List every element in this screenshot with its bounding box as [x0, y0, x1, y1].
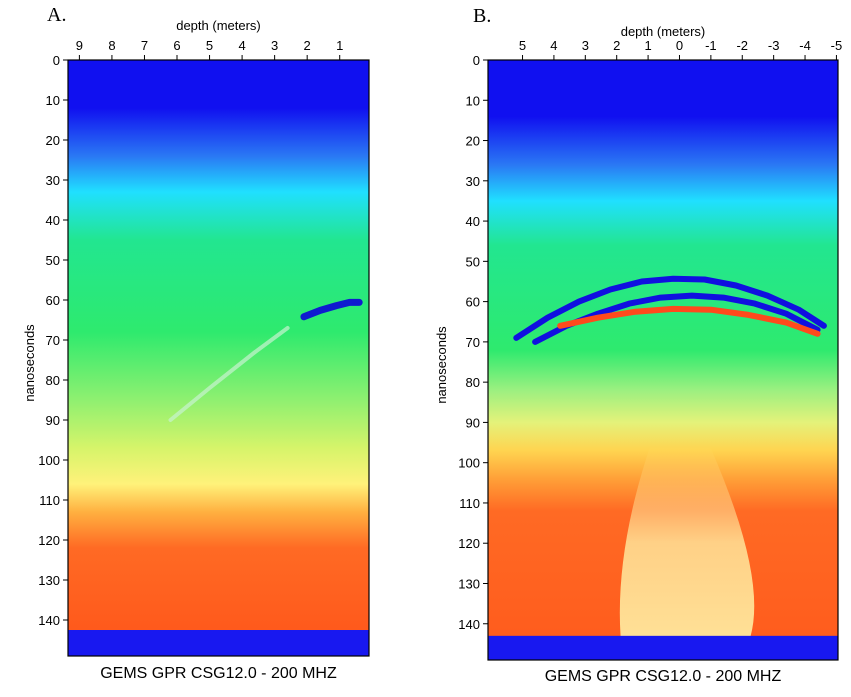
y-tick-label: 20 — [466, 134, 480, 149]
reflection-event-1 — [513, 275, 827, 341]
reflection-event-1 — [300, 298, 363, 321]
x-tick-label: 0 — [676, 38, 683, 53]
panel-label: B. — [473, 5, 491, 27]
y-tick-label: 0 — [53, 53, 60, 68]
y-tick-label: 30 — [466, 174, 480, 189]
y-tick-label: 40 — [46, 213, 60, 228]
panel-b: 5 4 3 2 1 0 -1 -2 -3 -4 -5010203040506070809010011… — [434, 5, 842, 685]
x-tick-label: 6 — [173, 38, 180, 53]
x-tick-label: 3 — [582, 38, 589, 53]
x-tick-label: -5 — [831, 38, 843, 53]
y-tick-label: 100 — [458, 456, 480, 471]
y-tick-label: 120 — [458, 536, 480, 551]
y-tick-label: 40 — [466, 214, 480, 229]
figure-caption: GEMS GPR CSG12.0 - 200 MHZ — [545, 668, 782, 685]
scatter-fan — [619, 446, 755, 660]
y-tick-label: 60 — [46, 293, 60, 308]
y-axis-label: nanoseconds — [22, 324, 37, 402]
panel-a: 9 8 7 6 5 4 3 2 10102030405060708090100110120130… — [22, 4, 370, 682]
x-tick-label: -3 — [768, 38, 780, 53]
plot-frame — [67, 59, 370, 657]
y-tick-label: 140 — [38, 613, 60, 628]
y-tick-label: 130 — [38, 573, 60, 588]
reflection-event-2 — [168, 326, 290, 422]
y-tick-label: 10 — [466, 93, 480, 108]
x-tick-label: 7 — [141, 38, 148, 53]
x-tick-label: 3 — [271, 38, 278, 53]
y-tick-label: 70 — [466, 335, 480, 350]
y-tick-label: 80 — [466, 375, 480, 390]
bottom-band — [488, 635, 838, 660]
y-axis-label: nanoseconds — [434, 326, 449, 404]
x-tick-label: 1 — [644, 38, 651, 53]
x-tick-label: 5 — [519, 38, 526, 53]
y-tick-label: 80 — [46, 373, 60, 388]
x-axis-label: depth (meters) — [621, 24, 706, 39]
y-tick-label: 70 — [46, 333, 60, 348]
heatmap-area — [68, 60, 369, 656]
y-tick-label: 0 — [473, 53, 480, 68]
y-tick-label: 10 — [46, 93, 60, 108]
y-tick-label: 90 — [46, 413, 60, 428]
y-tick-label: 110 — [39, 493, 60, 508]
y-tick-label: 50 — [46, 253, 60, 268]
x-tick-label: 1 — [336, 38, 343, 53]
y-tick-label: 50 — [466, 254, 480, 269]
x-tick-label: 8 — [108, 38, 115, 53]
figure-caption: GEMS GPR CSG12.0 - 200 MHZ — [100, 665, 337, 682]
x-tick-label: 9 — [76, 38, 83, 53]
heatmap-area — [488, 60, 838, 660]
x-tick-label: 2 — [613, 38, 620, 53]
panel-label: A. — [47, 4, 66, 26]
x-tick-label: -2 — [736, 38, 748, 53]
x-tick-label: 2 — [304, 38, 311, 53]
bottom-band — [68, 630, 369, 656]
x-tick-label: 4 — [550, 38, 557, 53]
y-tick-label: 120 — [38, 533, 60, 548]
x-tick-label: 5 — [206, 38, 213, 53]
y-tick-label: 110 — [459, 496, 480, 511]
y-tick-label: 60 — [466, 295, 480, 310]
y-tick-label: 140 — [458, 617, 480, 632]
heatmap-background — [68, 60, 369, 656]
plot-frame — [487, 59, 839, 661]
x-axis-label: depth (meters) — [176, 18, 261, 33]
x-tick-label: -4 — [799, 38, 811, 53]
y-tick-label: 100 — [38, 453, 60, 468]
y-tick-label: 30 — [46, 173, 60, 188]
reflection-event-3 — [557, 305, 821, 337]
y-tick-label: 90 — [466, 415, 480, 430]
x-tick-label: 4 — [238, 38, 245, 53]
x-tick-label: -1 — [705, 38, 717, 53]
y-tick-label: 130 — [458, 576, 480, 591]
y-tick-label: 20 — [46, 133, 60, 148]
